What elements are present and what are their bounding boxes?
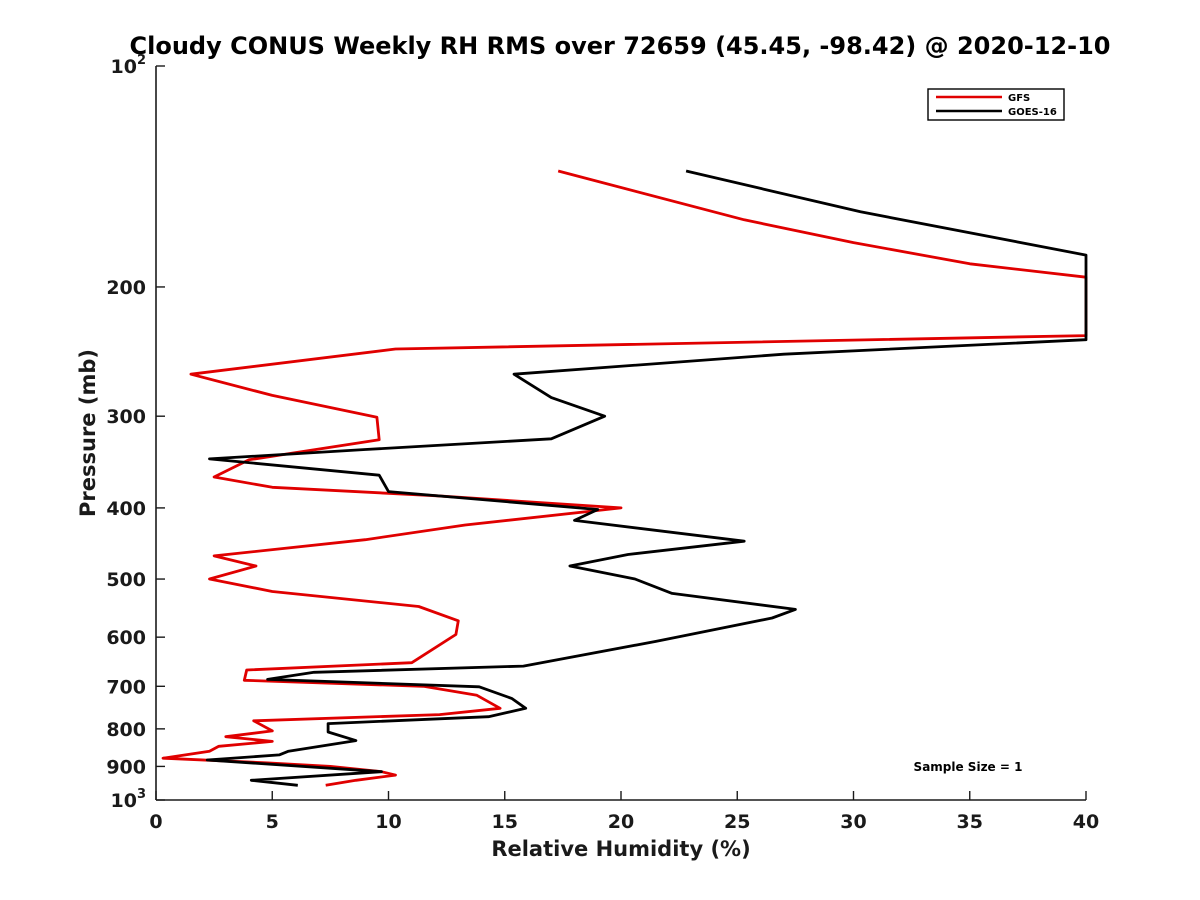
y-axis-label: Pressure (mb) <box>76 349 100 517</box>
x-tick-label: 35 <box>957 811 983 833</box>
y-tick-label: 103 <box>111 787 147 812</box>
y-tick-label: 900 <box>106 756 146 778</box>
y-tick-label: 500 <box>106 569 146 591</box>
series-layer <box>161 169 1088 787</box>
series-line-goes16 <box>205 169 1088 787</box>
x-ticks: 0 5 10 15 20 25 30 35 40 <box>149 791 1099 833</box>
x-tick-label: 40 <box>1073 811 1099 833</box>
x-tick-label: 30 <box>840 811 866 833</box>
x-tick-label: 5 <box>266 811 279 833</box>
y-tick-label: 800 <box>106 719 146 741</box>
x-tick-label: 0 <box>149 811 162 833</box>
y-tick-label: 600 <box>106 627 146 649</box>
sample-size-annotation: Sample Size = 1 <box>914 760 1023 774</box>
chart-title: Cloudy CONUS Weekly RH RMS over 72659 (4… <box>130 32 1111 60</box>
x-axis-label: Relative Humidity (%) <box>491 837 750 861</box>
series-line-gfs <box>161 169 1088 787</box>
legend-box <box>927 88 1065 121</box>
legend: GFS GOES-16 <box>927 88 1065 121</box>
y-tick-label: 300 <box>106 406 146 428</box>
x-tick-label: 25 <box>724 811 750 833</box>
y-tick-label: 102 <box>111 53 147 78</box>
legend-label-gfs: GFS <box>1008 93 1030 104</box>
y-tick-label: 400 <box>106 498 146 520</box>
y-tick-label: 700 <box>106 676 146 698</box>
y-ticks: 102 200 300 400 500 600 700 800 900 103 <box>106 53 165 812</box>
y-tick-label: 200 <box>106 277 146 299</box>
legend-label-goes16: GOES-16 <box>1008 107 1057 118</box>
x-tick-label: 20 <box>608 811 634 833</box>
x-tick-label: 15 <box>492 811 518 833</box>
plot-area: 0 5 10 15 20 25 30 35 40 102 200 300 400 500 600 700 80… <box>106 53 1099 833</box>
x-tick-label: 10 <box>375 811 401 833</box>
